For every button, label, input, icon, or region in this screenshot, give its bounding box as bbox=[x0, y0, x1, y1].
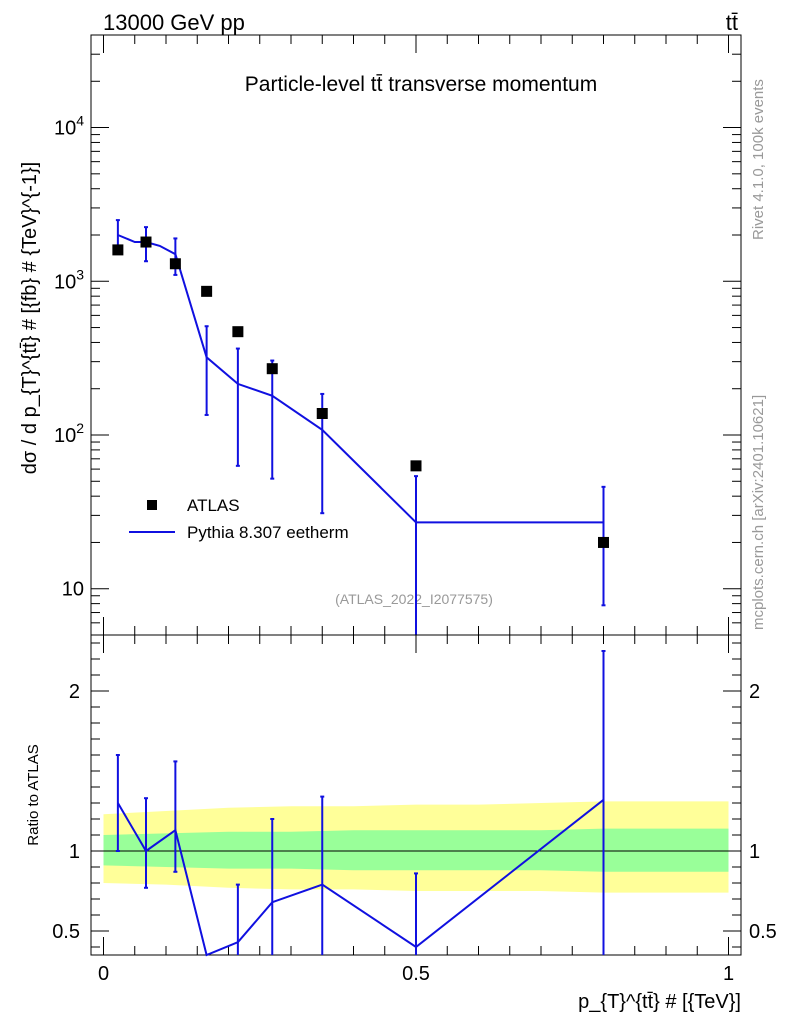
ratio-tick-labels: 0.5 0.5 1 1 2 2 0 0.5 1 bbox=[52, 681, 777, 985]
ratio-x-tick-label: 1 bbox=[723, 963, 734, 985]
ratio-x-axis-label: p_{T}^{tt̄} # [{TeV}] bbox=[578, 991, 741, 1013]
ratio-y-tick-label-left: 1 bbox=[69, 841, 80, 863]
ratio-y-tick-label-left: 2 bbox=[69, 681, 80, 703]
header-right-label: tt̄ bbox=[726, 10, 738, 35]
ratio-data-marks bbox=[115, 650, 606, 957]
main-axis-ticks bbox=[91, 34, 741, 636]
atlas-data-point bbox=[598, 536, 609, 548]
main-y-tick-label: 102 bbox=[54, 420, 84, 447]
atlas-data-point bbox=[266, 363, 278, 375]
ratio-inner-band bbox=[103, 828, 729, 872]
main-y-tick-label: 104 bbox=[54, 113, 84, 140]
main-y-tick-labels: 10 102 103 104 bbox=[54, 113, 84, 601]
atlas-data-point bbox=[410, 460, 422, 472]
mcplots-label: mcplots.cern.ch [arXiv:2401.10621] bbox=[750, 395, 767, 630]
legend-atlas-marker bbox=[147, 500, 157, 510]
ratio-y-tick-label-left: 0.5 bbox=[52, 921, 80, 943]
main-title: Particle-level tt̄ transverse momentum bbox=[245, 73, 597, 96]
atlas-data-point bbox=[140, 236, 152, 248]
main-y-tick-label: 10 bbox=[62, 579, 84, 601]
ratio-y-tick-label-right: 2 bbox=[749, 681, 760, 703]
pythia-series-line bbox=[117, 234, 604, 524]
atlas-data-point bbox=[201, 285, 213, 297]
header-left-label: 13000 GeV pp bbox=[103, 10, 245, 35]
main-panel: Particle-level tt̄ transverse momentum d… bbox=[19, 34, 742, 636]
ratio-y-tick-label-right: 1 bbox=[749, 841, 760, 863]
ratio-x-tick-label: 0.5 bbox=[402, 963, 430, 985]
main-y-axis-label: dσ / d p_{T}^{tt̄} # [{fb} # {TeV}^{-1}] bbox=[19, 162, 41, 474]
main-y-tick-label: 103 bbox=[54, 266, 84, 293]
atlas-data-point bbox=[232, 326, 244, 338]
atlas-data-point bbox=[316, 407, 328, 419]
main-data-marks bbox=[112, 219, 609, 635]
atlas-data-point bbox=[169, 258, 181, 270]
analysis-watermark: (ATLAS_2022_I2077575) bbox=[335, 591, 493, 607]
ratio-x-tick-label: 0 bbox=[98, 963, 109, 985]
atlas-data-point bbox=[112, 244, 124, 256]
legend-pythia-label: Pythia 8.307 eetherm bbox=[187, 523, 349, 542]
ratio-panel: Ratio to ATLAS p_{T}^{tt̄} # [{TeV}] 0.5… bbox=[25, 634, 777, 1013]
legend-atlas-label: ATLAS bbox=[187, 496, 240, 515]
ratio-y-tick-label-right: 0.5 bbox=[749, 921, 777, 943]
ratio-y-axis-label: Ratio to ATLAS bbox=[25, 744, 42, 845]
legend: ATLAS Pythia 8.307 eetherm bbox=[129, 496, 349, 542]
rivet-version-label: Rivet 4.1.0, 100k events bbox=[750, 79, 767, 240]
